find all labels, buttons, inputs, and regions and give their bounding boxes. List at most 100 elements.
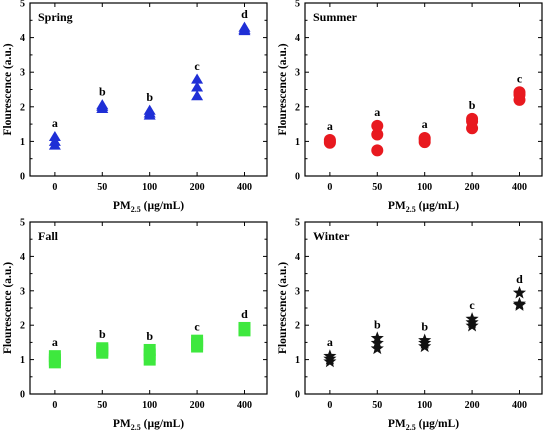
x-tick-label: 0 — [327, 400, 332, 411]
data-point — [96, 99, 109, 110]
x-tick-label: 0 — [52, 400, 57, 411]
x-axis-title-subscript: 2.5 — [406, 423, 416, 430]
data-point — [191, 90, 204, 101]
x-tick-label: 100 — [417, 182, 432, 193]
x-tick-label: 50 — [372, 182, 382, 193]
y-tick-label: 0 — [20, 390, 25, 401]
y-tick-label: 4 — [295, 33, 300, 44]
panel-title: Summer — [313, 10, 358, 24]
x-axis-title-main: PM — [388, 200, 406, 212]
significance-letter: a — [327, 119, 333, 133]
y-tick-label: 2 — [20, 321, 25, 332]
significance-letter: a — [374, 105, 380, 119]
x-tick-label: 400 — [512, 400, 527, 411]
y-tick-label: 3 — [20, 68, 25, 79]
data-point — [371, 144, 384, 157]
y-tick-label: 0 — [20, 172, 25, 183]
x-axis-title-subscript: 2.5 — [406, 205, 416, 214]
x-tick-label: 200 — [190, 182, 205, 193]
y-tick-label: 1 — [295, 355, 300, 366]
x-tick-label: 200 — [190, 400, 205, 411]
data-point — [323, 134, 336, 147]
x-axis-title: PM2.5 (µg/mL) — [388, 418, 459, 430]
data-point — [143, 104, 156, 115]
significance-letter: b — [469, 98, 476, 112]
y-axis-title: Flourescence (a.u.) — [277, 262, 289, 354]
x-tick-label: 50 — [372, 400, 382, 411]
data-point — [512, 296, 527, 310]
x-axis-title-main: PM — [388, 418, 406, 430]
x-axis-title-unit: (µg/mL) — [141, 200, 185, 212]
data-point — [323, 349, 337, 362]
data-point — [371, 119, 384, 132]
x-tick-label: 50 — [97, 182, 107, 193]
x-axis-title-unit: (µg/mL) — [416, 200, 460, 212]
significance-letter: a — [327, 335, 333, 349]
data-point — [418, 131, 431, 144]
significance-letter: b — [146, 90, 153, 104]
data-point — [238, 21, 251, 32]
x-tick-label: 100 — [417, 400, 432, 411]
x-axis-title: PM2.5 (µg/mL) — [113, 418, 184, 430]
significance-letter: d — [241, 307, 248, 321]
data-point — [48, 130, 61, 142]
data-point — [143, 343, 156, 356]
y-tick-label: 5 — [20, 218, 25, 229]
significance-letter: c — [517, 71, 523, 85]
data-point — [96, 342, 109, 355]
x-tick-label: 0 — [52, 182, 57, 193]
significance-letter: b — [99, 327, 106, 341]
data-point — [512, 285, 527, 299]
x-tick-label: 100 — [142, 182, 157, 193]
significance-letter: c — [194, 59, 200, 73]
y-tick-label: 0 — [295, 390, 300, 401]
x-tick-label: 400 — [237, 182, 252, 193]
data-point — [370, 336, 384, 349]
data-point — [370, 341, 384, 355]
y-tick-label: 5 — [295, 0, 300, 10]
panel-title: Spring — [38, 10, 73, 24]
significance-letter: d — [516, 272, 523, 286]
y-tick-label: 0 — [295, 172, 300, 183]
y-tick-label: 5 — [20, 0, 25, 10]
y-tick-label: 5 — [295, 218, 300, 229]
y-tick-label: 3 — [295, 286, 300, 297]
x-tick-label: 400 — [237, 400, 252, 411]
plot-frame — [29, 221, 268, 395]
significance-letter: b — [374, 317, 381, 331]
y-tick-label: 1 — [295, 137, 300, 148]
significance-letter: b — [421, 319, 428, 333]
x-axis-title-unit: (µg/mL) — [141, 418, 185, 430]
significance-letter: c — [194, 320, 200, 334]
x-axis-title-unit: (µg/mL) — [416, 418, 460, 430]
y-tick-label: 3 — [20, 286, 25, 297]
significance-letter: c — [469, 298, 475, 312]
y-tick-label: 1 — [20, 137, 25, 148]
data-point — [465, 312, 479, 325]
panel-title: Winter — [313, 229, 350, 243]
x-tick-label: 50 — [97, 400, 107, 411]
x-tick-label: 100 — [142, 400, 157, 411]
significance-letter: b — [146, 329, 153, 343]
x-axis-title: PM2.5 (µg/mL) — [113, 200, 184, 214]
y-tick-label: 4 — [20, 33, 25, 44]
y-axis-title: Flourescence (a.u.) — [2, 43, 14, 135]
data-point — [48, 350, 61, 363]
x-axis-title-subscript: 2.5 — [131, 423, 141, 430]
data-point — [191, 81, 204, 92]
y-axis-title: Flourescence (a.u.) — [277, 43, 289, 135]
y-tick-label: 1 — [20, 355, 25, 366]
x-axis-title-subscript: 2.5 — [131, 205, 141, 214]
x-tick-label: 0 — [327, 182, 332, 193]
significance-letter: a — [52, 116, 58, 130]
data-point — [418, 333, 432, 346]
significance-letter: b — [99, 84, 106, 98]
y-tick-label: 4 — [295, 252, 300, 263]
x-axis-title-main: PM — [113, 418, 131, 430]
y-tick-label: 4 — [20, 252, 25, 263]
